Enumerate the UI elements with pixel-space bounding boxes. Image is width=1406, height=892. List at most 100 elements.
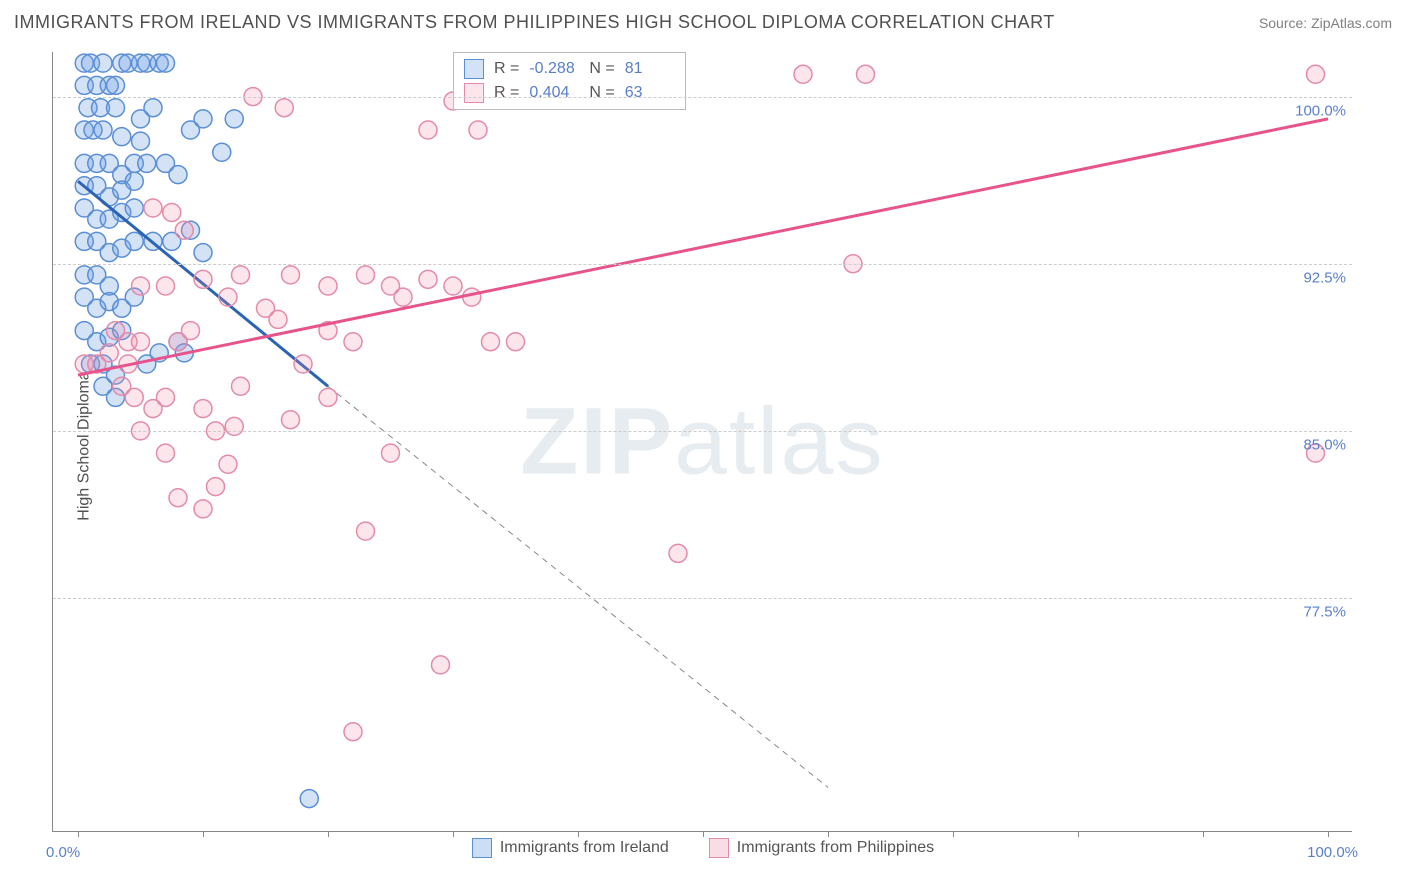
data-point xyxy=(794,65,812,83)
y-tick-label: 85.0% xyxy=(1303,436,1346,453)
data-point xyxy=(138,154,156,172)
data-point xyxy=(125,172,143,190)
x-tick xyxy=(828,831,829,837)
x-tick xyxy=(1328,831,1329,837)
stats-R-value: -0.288 xyxy=(529,60,579,78)
stats-N-value: 63 xyxy=(625,84,675,102)
data-point xyxy=(669,544,687,562)
chart-svg xyxy=(53,52,1352,831)
data-point xyxy=(482,333,500,351)
data-point xyxy=(157,388,175,406)
data-point xyxy=(194,110,212,128)
data-point xyxy=(1307,65,1325,83)
data-point xyxy=(175,221,193,239)
data-point xyxy=(394,288,412,306)
chart-title: IMMIGRANTS FROM IRELAND VS IMMIGRANTS FR… xyxy=(14,12,1055,33)
stats-N-value: 81 xyxy=(625,60,675,78)
data-point xyxy=(144,199,162,217)
data-point xyxy=(319,277,337,295)
data-point xyxy=(194,270,212,288)
data-point xyxy=(125,199,143,217)
data-point xyxy=(282,411,300,429)
y-tick-label: 92.5% xyxy=(1303,269,1346,286)
data-point xyxy=(169,489,187,507)
trend-line xyxy=(78,119,1328,375)
legend-label: Immigrants from Ireland xyxy=(500,839,669,857)
legend-swatch xyxy=(464,59,484,79)
data-point xyxy=(132,277,150,295)
x-tick xyxy=(953,831,954,837)
data-point xyxy=(107,76,125,94)
data-point xyxy=(444,277,462,295)
gridline-h xyxy=(53,97,1352,98)
stats-R-label: R = xyxy=(494,84,519,102)
data-point xyxy=(357,266,375,284)
data-point xyxy=(94,121,112,139)
legend-swatch xyxy=(464,83,484,103)
x-tick xyxy=(328,831,329,837)
data-point xyxy=(419,121,437,139)
data-point xyxy=(225,417,243,435)
legend-item: Immigrants from Ireland xyxy=(472,838,669,858)
y-tick-label: 100.0% xyxy=(1295,102,1346,119)
data-point xyxy=(319,388,337,406)
gridline-h xyxy=(53,264,1352,265)
data-point xyxy=(344,333,362,351)
data-point xyxy=(419,270,437,288)
bottom-legend: Immigrants from Ireland Immigrants from P… xyxy=(0,838,1406,863)
stats-R-value: 0.404 xyxy=(529,84,579,102)
data-point xyxy=(213,143,231,161)
data-point xyxy=(507,333,525,351)
stats-N-label: N = xyxy=(589,84,614,102)
x-tick xyxy=(703,831,704,837)
data-point xyxy=(300,790,318,808)
data-point xyxy=(232,377,250,395)
x-tick xyxy=(453,831,454,837)
legend-swatch xyxy=(472,838,492,858)
data-point xyxy=(232,266,250,284)
data-point xyxy=(469,121,487,139)
data-point xyxy=(163,203,181,221)
source-label: Source: ZipAtlas.com xyxy=(1259,15,1392,31)
data-point xyxy=(100,344,118,362)
data-point xyxy=(107,99,125,117)
stats-legend: R = -0.288 N = 81 R = 0.404 N = 63 xyxy=(453,52,686,110)
data-point xyxy=(275,99,293,117)
data-point xyxy=(857,65,875,83)
data-point xyxy=(219,288,237,306)
x-tick xyxy=(1203,831,1204,837)
data-point xyxy=(294,355,312,373)
data-point xyxy=(182,322,200,340)
title-bar: IMMIGRANTS FROM IRELAND VS IMMIGRANTS FR… xyxy=(14,12,1392,33)
data-point xyxy=(357,522,375,540)
data-point xyxy=(132,333,150,351)
data-point xyxy=(157,54,175,72)
data-point xyxy=(194,244,212,262)
legend-label: Immigrants from Philippines xyxy=(737,839,934,857)
data-point xyxy=(194,500,212,518)
data-point xyxy=(207,478,225,496)
legend-swatch xyxy=(709,838,729,858)
stats-N-label: N = xyxy=(589,60,614,78)
x-tick xyxy=(578,831,579,837)
data-point xyxy=(157,277,175,295)
data-point xyxy=(132,132,150,150)
stats-legend-row: R = 0.404 N = 63 xyxy=(464,81,675,105)
data-point xyxy=(94,54,112,72)
data-point xyxy=(269,310,287,328)
data-point xyxy=(125,232,143,250)
data-point xyxy=(225,110,243,128)
data-point xyxy=(144,99,162,117)
legend-item: Immigrants from Philippines xyxy=(709,838,934,858)
data-point xyxy=(282,266,300,284)
data-point xyxy=(382,444,400,462)
data-point xyxy=(125,388,143,406)
data-point xyxy=(157,444,175,462)
x-tick xyxy=(1078,831,1079,837)
y-tick-label: 77.5% xyxy=(1303,604,1346,621)
data-point xyxy=(344,723,362,741)
x-tick xyxy=(203,831,204,837)
stats-legend-row: R = -0.288 N = 81 xyxy=(464,57,675,81)
data-point xyxy=(169,166,187,184)
stats-R-label: R = xyxy=(494,60,519,78)
